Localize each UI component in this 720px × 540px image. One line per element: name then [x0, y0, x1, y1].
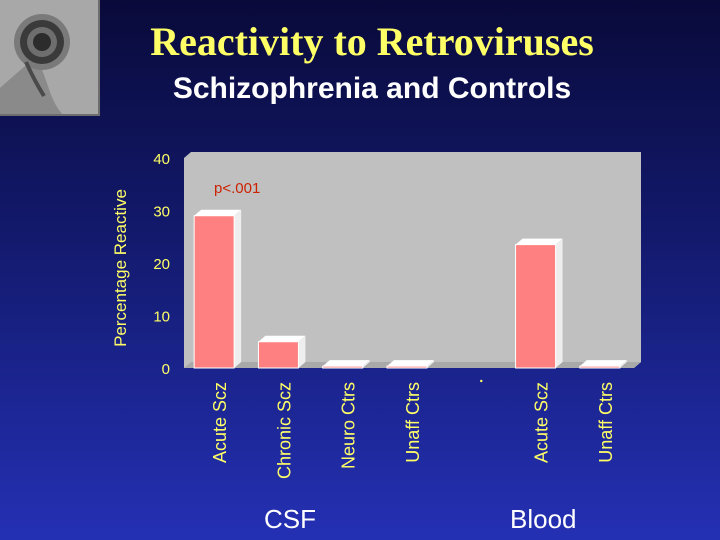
x-tick-label: Acute Scz	[532, 382, 552, 463]
y-tick-label: 20	[153, 256, 170, 273]
gap-marker	[480, 379, 483, 383]
x-tick-label: Acute Scz	[210, 382, 230, 463]
slide-subtitle: Schizophrenia and Controls	[172, 72, 572, 105]
x-tick-label: Neuro Ctrs	[339, 382, 359, 469]
bar	[193, 209, 242, 369]
group-label-csf: CSF	[264, 504, 316, 534]
bar	[257, 335, 306, 369]
p-value-annotation: p<.001	[214, 180, 260, 197]
bar	[386, 360, 434, 369]
group-label-blood: Blood	[510, 504, 577, 534]
x-tick-label: Chronic Scz	[274, 382, 294, 479]
y-tick-label: 30	[153, 204, 170, 221]
bar	[322, 360, 370, 369]
y-axis-label: Percentage Reactive	[111, 189, 130, 347]
x-tick-label: Unaff Ctrs	[596, 382, 616, 463]
slide-title: Reactivity to Retroviruses	[150, 19, 594, 64]
retrovirus-micrograph-image	[0, 0, 100, 116]
bar	[579, 360, 627, 369]
x-tick-label: Unaff Ctrs	[403, 382, 423, 463]
virus-particle-icon	[0, 0, 98, 114]
y-tick-label: 40	[153, 151, 170, 168]
y-tick-label: 0	[162, 361, 170, 378]
bar	[515, 238, 563, 369]
y-tick-label: 10	[153, 309, 170, 326]
